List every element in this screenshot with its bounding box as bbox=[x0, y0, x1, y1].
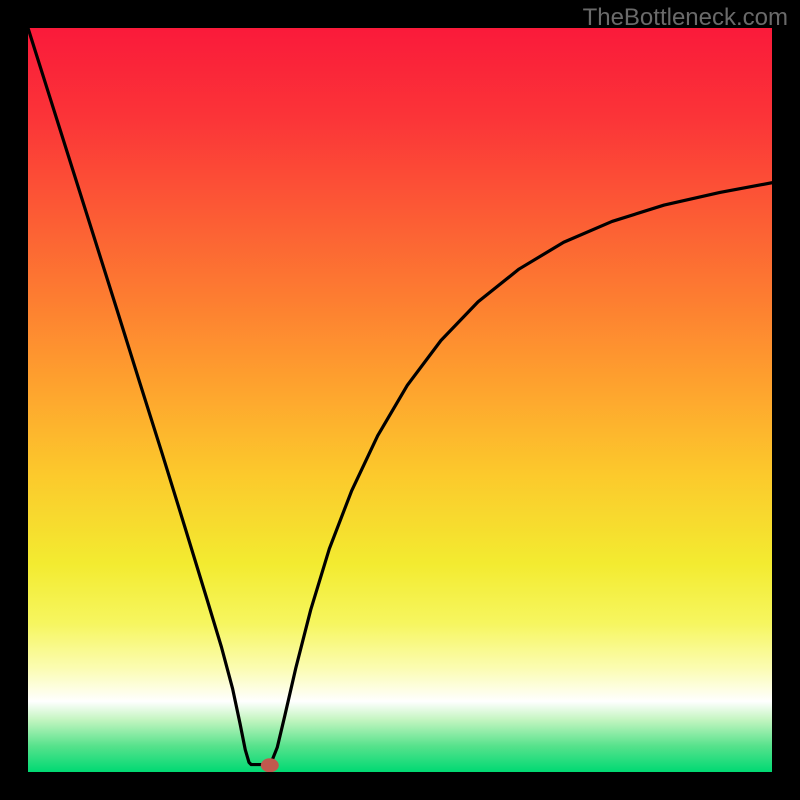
chart-svg bbox=[28, 28, 772, 772]
plot-area bbox=[28, 28, 772, 772]
minimum-marker bbox=[261, 758, 279, 772]
chart-frame: TheBottleneck.com bbox=[0, 0, 800, 800]
